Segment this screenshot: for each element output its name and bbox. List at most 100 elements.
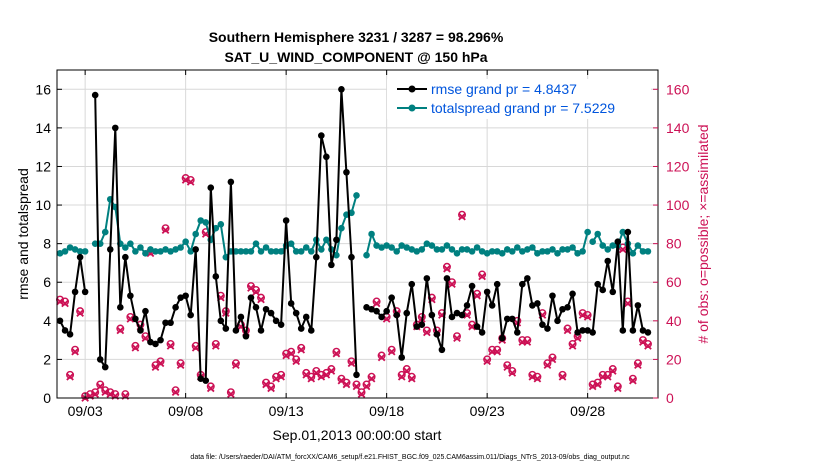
obs-possible-point — [226, 388, 235, 397]
rmse-point — [353, 371, 360, 379]
rmse-point — [76, 253, 84, 261]
obs-assimilated-stroke — [593, 380, 602, 389]
rmse-point — [277, 321, 285, 328]
obs-assimilated-stroke — [493, 347, 502, 356]
obs-assimilated-point — [588, 382, 597, 391]
obs-assimilated-point — [176, 361, 185, 370]
obs-assimilated-stroke — [443, 264, 451, 273]
obs-assimilated-stroke — [463, 311, 471, 319]
rmse-point — [433, 331, 441, 338]
obs-assimilated-point — [166, 342, 175, 350]
obs-assimilated-stroke — [337, 376, 346, 385]
spread-point — [458, 246, 466, 253]
rmse-point — [368, 305, 375, 313]
obs-assimilated-point — [181, 176, 190, 184]
rmse-point — [267, 309, 275, 317]
obs-assimilated-point — [453, 334, 461, 343]
obs-assimilated-stroke — [608, 367, 617, 375]
obs-possible-point — [608, 365, 617, 374]
spread-point — [554, 249, 561, 257]
rmse-point — [292, 309, 300, 317]
rmse-point — [539, 321, 546, 328]
obs-assimilated-stroke — [458, 212, 466, 221]
obs-assimilated-point — [327, 367, 336, 375]
obs-possible-point — [131, 341, 140, 350]
obs-assimilated-stroke — [377, 353, 386, 362]
obs-assimilated-stroke — [161, 226, 170, 234]
rmse-point — [333, 236, 340, 244]
spread-point — [619, 228, 627, 236]
spread-point — [61, 248, 69, 255]
rmse-point — [172, 304, 179, 311]
spread-point — [594, 230, 601, 238]
obs-possible-point — [588, 380, 597, 389]
obs-possible-point — [548, 353, 557, 362]
spread-point — [122, 244, 129, 251]
obs-possible-point — [81, 392, 90, 401]
rmse-point — [106, 246, 114, 253]
rmse-point — [493, 280, 501, 288]
obs-assimilated-point — [191, 343, 200, 352]
obs-assimilated-point — [307, 374, 316, 383]
obs-possible-point — [613, 382, 622, 391]
obs-assimilated-stroke — [453, 334, 461, 343]
rmse-point — [222, 325, 230, 332]
obs-assimilated-stroke — [423, 328, 431, 337]
rmse-point — [629, 327, 637, 334]
y-right-tick-label: 60 — [666, 274, 682, 290]
rmse-point — [574, 329, 581, 336]
rmse-point — [378, 313, 385, 321]
obs-possible-point — [543, 359, 552, 368]
obs-assimilated-point — [186, 178, 195, 186]
obs-assimilated-point — [287, 349, 296, 358]
obs-assimilated-stroke — [357, 390, 366, 398]
obs-assimilated-stroke — [307, 374, 316, 383]
obs-possible-point — [121, 390, 130, 399]
rmse-point — [157, 336, 164, 344]
rmse-point — [413, 323, 421, 330]
spread-point — [448, 246, 456, 253]
rmse-point — [483, 288, 491, 296]
rmse-point — [217, 317, 225, 325]
obs-possible-point — [528, 370, 537, 379]
rmse-point — [373, 307, 380, 315]
spread-point — [192, 230, 199, 238]
rmse-point — [297, 325, 305, 332]
obs-assimilated-point — [161, 226, 170, 234]
spread-point — [443, 242, 451, 249]
obs-assimilated-stroke — [387, 347, 396, 356]
x-tick-label: 09/23 — [470, 403, 505, 419]
obs-assimilated-point — [267, 384, 275, 393]
obs-assimilated-stroke — [257, 295, 265, 304]
spread-point — [473, 244, 481, 251]
obs-assimilated-stroke — [91, 390, 100, 398]
rmse-point — [167, 319, 174, 327]
spread-point — [634, 242, 642, 249]
rmse-point — [182, 292, 189, 300]
spread-point — [127, 240, 134, 247]
spread-point — [353, 192, 360, 199]
obs-assimilated-point — [578, 311, 587, 319]
rmse-point — [534, 300, 541, 307]
spread-point — [182, 238, 189, 246]
y-right-tick-label: 40 — [666, 313, 682, 329]
spread-point — [513, 244, 521, 251]
spread-point — [147, 246, 154, 253]
obs-assimilated-point — [377, 353, 386, 362]
obs-assimilated-point — [568, 342, 577, 350]
rmse-point — [398, 354, 406, 361]
obs-possible-point — [211, 339, 220, 348]
obs-assimilated-point — [141, 334, 150, 343]
rmse-point — [594, 280, 601, 288]
x-axis-label: Sep.01,2013 00:00:00 start — [273, 427, 442, 443]
obs-possible-point — [327, 365, 336, 374]
obs-assimilated-point — [478, 272, 486, 281]
obs-assimilated-stroke — [483, 357, 491, 366]
obs-possible-point — [583, 311, 592, 320]
rmse-point — [418, 321, 426, 328]
obs-possible-point — [407, 372, 416, 381]
obs-possible-point — [176, 359, 185, 368]
rmse-point — [473, 323, 481, 330]
obs-assimilated-stroke — [297, 345, 306, 354]
obs-assimilated-stroke — [372, 299, 381, 308]
